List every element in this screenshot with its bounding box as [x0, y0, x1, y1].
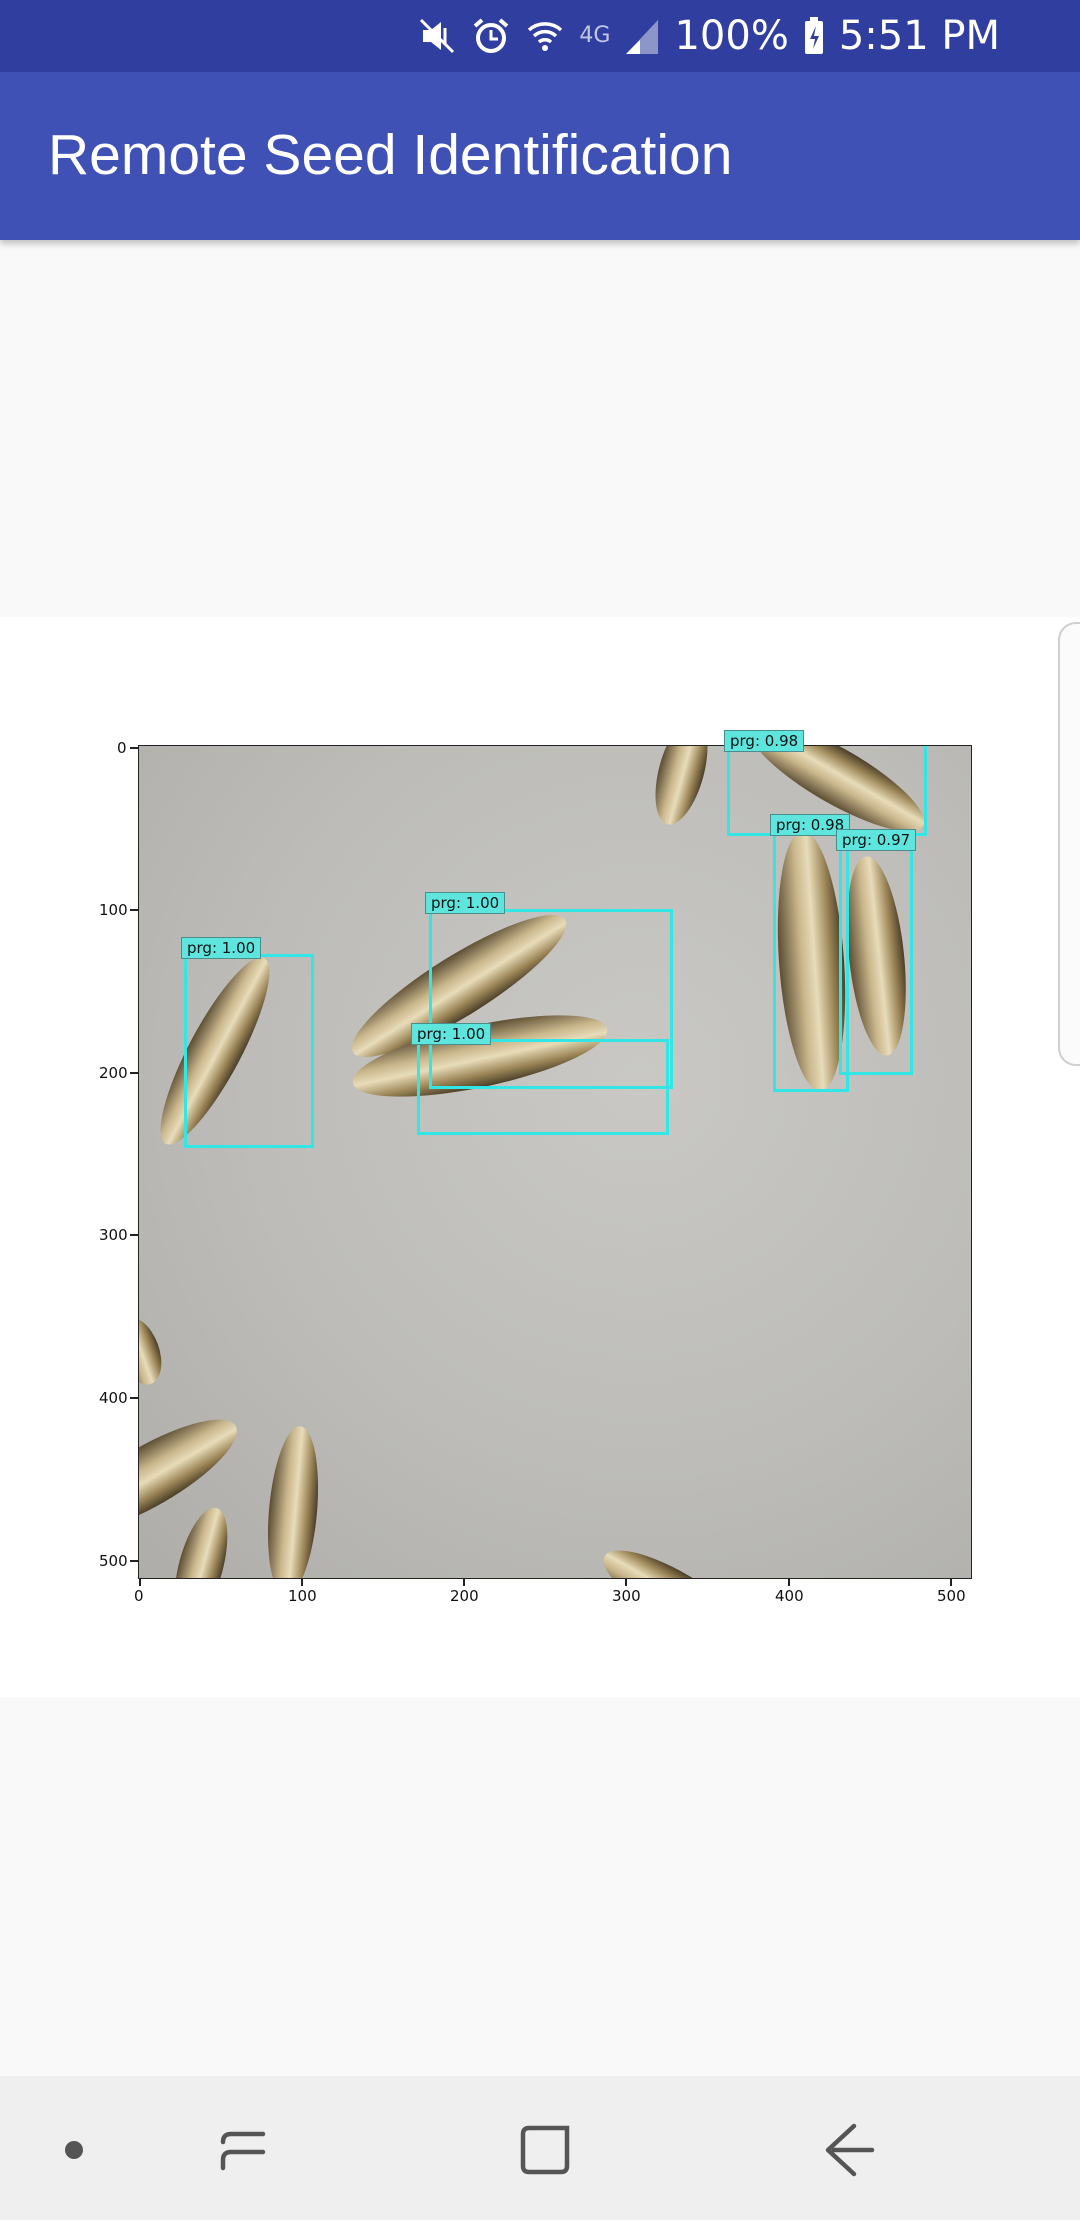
y-tick	[130, 1560, 138, 1562]
detection-box	[184, 954, 314, 1148]
home-button[interactable]	[505, 2110, 585, 2190]
dot-button[interactable]	[34, 2110, 114, 2190]
detection-label: prg: 0.98	[724, 730, 805, 752]
back-button[interactable]	[808, 2110, 888, 2190]
y-tick-label: 200	[99, 1064, 128, 1082]
recents-icon	[220, 2131, 266, 2171]
network-type: 4G	[579, 23, 611, 48]
x-tick-label: 0	[134, 1587, 144, 1605]
detection-plot	[138, 745, 972, 1579]
y-tick-label: 100	[99, 901, 128, 919]
y-tick-label: 500	[99, 1552, 128, 1570]
x-tick-label: 500	[937, 1587, 966, 1605]
status-bar: 4G 100% 5:51 PM	[0, 0, 1080, 72]
app-bar: Remote Seed Identification	[0, 72, 1080, 240]
x-tick	[788, 1578, 790, 1586]
y-tick	[130, 1397, 138, 1399]
dot-icon	[65, 2141, 83, 2159]
y-tick-label: 400	[99, 1389, 128, 1407]
alarm-icon	[471, 16, 511, 56]
detection-box	[773, 824, 849, 1092]
edge-panel-handle[interactable]	[1058, 622, 1080, 1066]
x-tick	[625, 1578, 627, 1586]
x-tick	[139, 1578, 141, 1586]
x-tick-label: 300	[612, 1587, 641, 1605]
y-tick	[130, 1072, 138, 1074]
home-icon	[520, 2125, 570, 2175]
seed	[261, 1424, 325, 1578]
signal-icon	[624, 16, 660, 56]
x-tick-label: 200	[450, 1587, 479, 1605]
x-tick-label: 400	[775, 1587, 804, 1605]
seed	[592, 1534, 756, 1578]
y-tick-label: 300	[99, 1226, 128, 1244]
detection-box	[429, 909, 673, 1089]
x-tick	[463, 1578, 465, 1586]
clock: 5:51 PM	[838, 13, 1000, 59]
back-icon	[825, 2123, 875, 2177]
x-tick	[301, 1578, 303, 1586]
detection-box	[417, 1039, 669, 1135]
recents-button[interactable]	[203, 2110, 283, 2190]
detection-box	[839, 837, 913, 1075]
navigation-bar	[0, 2076, 1080, 2220]
wifi-icon	[525, 16, 565, 56]
seed	[645, 746, 718, 830]
mute-icon	[417, 16, 457, 56]
app-title: Remote Seed Identification	[48, 123, 733, 187]
y-tick	[130, 1234, 138, 1236]
battery-charging-icon	[803, 16, 825, 56]
detection-label: prg: 0.98	[770, 814, 851, 836]
y-tick-label: 0	[117, 739, 127, 757]
y-tick	[130, 909, 138, 911]
detection-label: prg: 1.00	[425, 892, 506, 914]
detection-label: prg: 1.00	[181, 937, 262, 959]
seed	[164, 1502, 238, 1578]
y-tick	[130, 747, 138, 749]
battery-percent: 100%	[674, 13, 789, 59]
detection-label: prg: 0.97	[836, 829, 917, 851]
seed	[139, 1311, 170, 1391]
x-tick	[950, 1578, 952, 1586]
x-tick-label: 100	[288, 1587, 317, 1605]
detection-label: prg: 1.00	[411, 1023, 492, 1045]
status-icons: 4G 100% 5:51 PM	[417, 14, 1000, 58]
